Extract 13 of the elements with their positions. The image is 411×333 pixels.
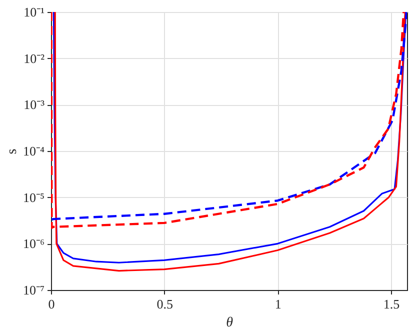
y-tick-label: 10⁻⁵ xyxy=(22,190,44,205)
x-tick-label: 1 xyxy=(274,296,282,312)
x-tick-label: 1.5 xyxy=(383,296,400,312)
y-tick-label: 10⁻⁶ xyxy=(22,236,44,252)
x-tick-label: 0 xyxy=(48,296,55,312)
y-tick-label: 10⁻⁴ xyxy=(22,144,45,158)
y-tick-label: 10⁻¹ xyxy=(24,4,45,20)
x-tick-label: 0.5 xyxy=(156,296,173,312)
y-tick-label: 10⁻⁷ xyxy=(22,282,44,298)
y-tick-label: 10⁻² xyxy=(24,50,45,66)
y-axis-title: s xyxy=(4,148,20,154)
x-axis-title: θ xyxy=(226,316,234,330)
y-tick-label: 10⁻³ xyxy=(24,97,45,112)
